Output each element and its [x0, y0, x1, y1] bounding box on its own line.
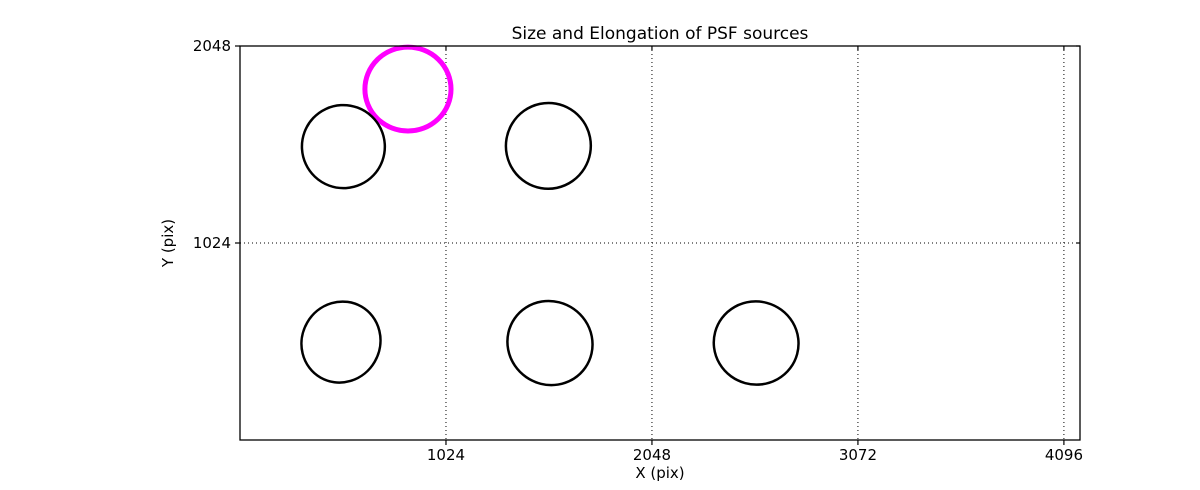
- psf-source-ellipse: [712, 300, 800, 386]
- x-tick-label: 1024: [427, 446, 465, 464]
- psf-sources: [300, 44, 800, 387]
- plot-title: Size and Elongation of PSF sources: [512, 24, 809, 44]
- gridlines: [240, 45, 1080, 440]
- x-tick-label: 3072: [839, 446, 877, 464]
- psf-source-ellipse: [504, 101, 593, 190]
- tick-labels: 1024 2048 3072 4096 1024 2048: [193, 37, 1083, 464]
- x-tick-label: 2048: [633, 446, 671, 464]
- x-axis-label: X (pix): [635, 464, 684, 482]
- psf-source-ellipse: [506, 299, 594, 387]
- y-tick-label: 2048: [193, 37, 231, 55]
- psf-source-ellipse-highlighted: [362, 44, 454, 134]
- psf-source-ellipse: [300, 300, 382, 384]
- psf-source-ellipse: [300, 103, 387, 190]
- y-axis-label: Y (pix): [159, 219, 177, 268]
- x-tick-label: 4096: [1045, 446, 1083, 464]
- tick-marks: [235, 45, 1080, 445]
- y-tick-label: 1024: [193, 234, 231, 252]
